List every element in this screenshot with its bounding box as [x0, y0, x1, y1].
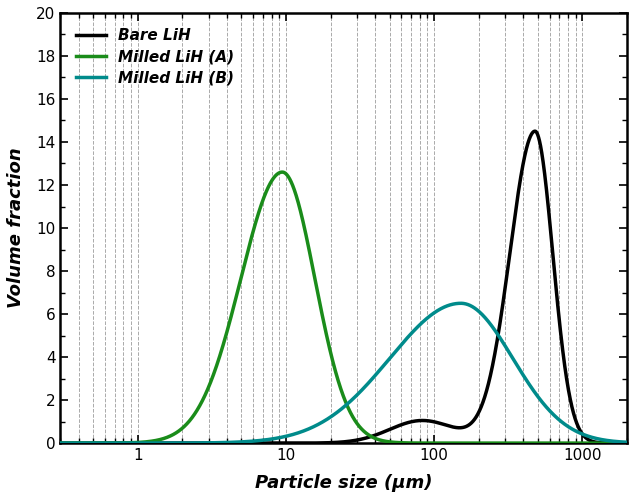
Line: Bare LiH: Bare LiH [60, 131, 627, 443]
Bare LiH [507, 244, 515, 250]
Milled LiH (B) [56, 440, 64, 446]
Milled LiH (A) [262, 191, 269, 197]
Line: Milled LiH (B): Milled LiH (B) [60, 303, 627, 443]
Milled LiH (A) [623, 440, 631, 446]
Milled LiH (A) [392, 440, 399, 446]
Milled LiH (B) [85, 440, 93, 446]
Bare LiH [417, 418, 424, 424]
Milled LiH (B) [507, 352, 515, 358]
X-axis label: Particle size (μm): Particle size (μm) [255, 474, 432, 492]
Milled LiH (A) [477, 440, 484, 446]
Milled LiH (A) [417, 440, 424, 446]
Milled LiH (A) [56, 440, 64, 446]
Milled LiH (B) [457, 300, 465, 306]
Milled LiH (B) [392, 348, 399, 354]
Milled LiH (A) [507, 440, 515, 446]
Milled LiH (A) [85, 440, 93, 446]
Bare LiH [262, 440, 269, 446]
Milled LiH (A) [278, 169, 286, 175]
Milled LiH (B) [623, 439, 631, 445]
Bare LiH [623, 440, 631, 446]
Milled LiH (B) [417, 321, 424, 327]
Bare LiH [85, 440, 93, 446]
Milled LiH (B) [262, 437, 269, 443]
Legend: Bare LiH, Milled LiH (A), Milled LiH (B): Bare LiH, Milled LiH (A), Milled LiH (B) [68, 20, 242, 93]
Bare LiH [477, 406, 484, 412]
Line: Milled LiH (A): Milled LiH (A) [60, 172, 627, 443]
Bare LiH [56, 440, 64, 446]
Bare LiH [392, 424, 399, 430]
Milled LiH (B) [477, 310, 484, 316]
Bare LiH [531, 128, 539, 134]
Y-axis label: Volume fraction: Volume fraction [7, 148, 25, 308]
